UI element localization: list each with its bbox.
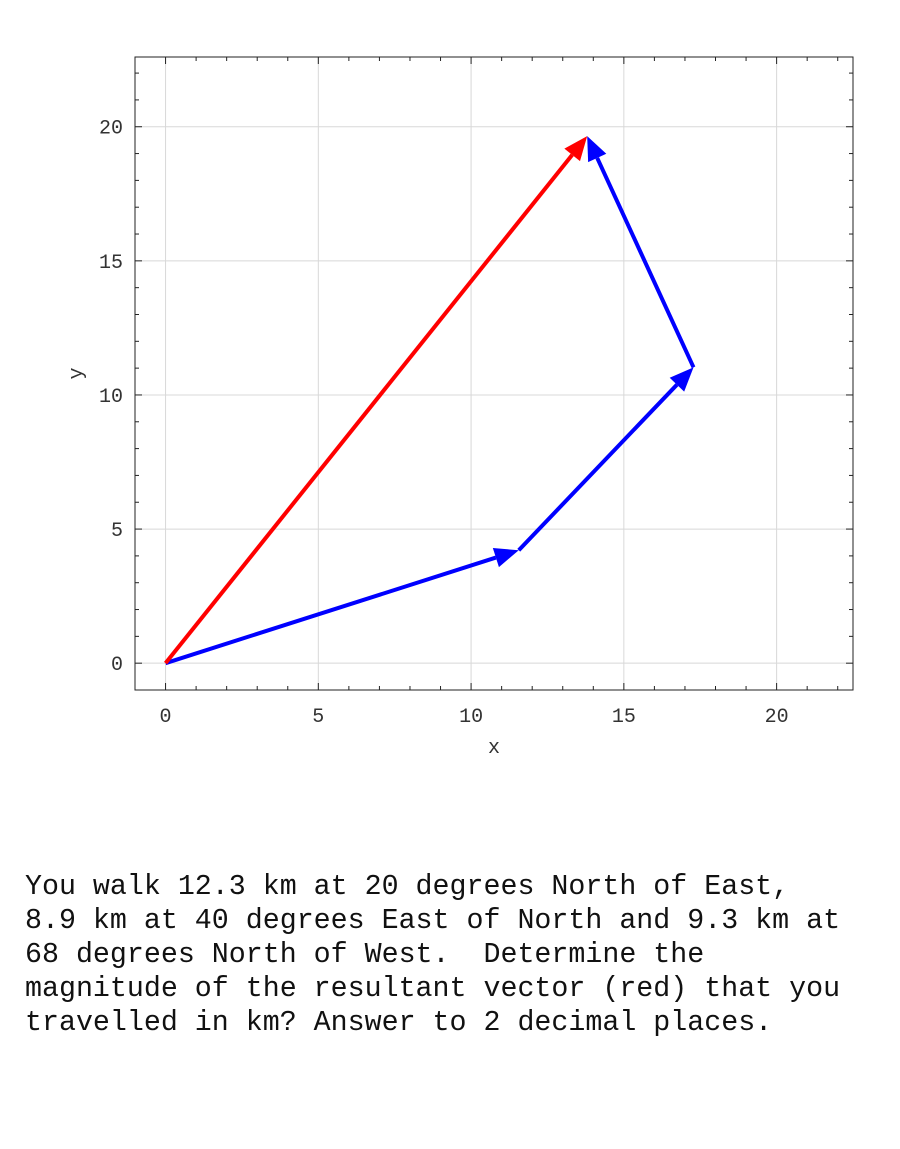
vector-3-arrowhead [587, 136, 607, 163]
y-tick-label: 0 [111, 654, 123, 677]
vector-chart: 0 5 10 15 20 0 5 10 15 20 x y [66, 56, 854, 760]
x-tick-label: 0 [160, 706, 172, 729]
vector-2-shaft [517, 383, 679, 552]
y-tick-label: 5 [111, 520, 123, 543]
x-axis-label: x [488, 737, 500, 760]
vector-3-shaft [595, 157, 696, 369]
vector-4-shaft [163, 153, 574, 665]
vector-2-arrowhead [669, 367, 694, 392]
x-tick-label: 5 [312, 706, 324, 729]
plot-frame [134, 56, 854, 691]
vector-1-arrowhead [492, 548, 519, 568]
vector-1-shaft [164, 555, 497, 666]
x-tick-label: 15 [612, 706, 636, 729]
y-tick-label: 15 [99, 252, 123, 275]
y-tick-label: 20 [99, 118, 123, 141]
y-tick-label: 10 [99, 386, 123, 409]
y-axis-label: y [66, 367, 89, 379]
vector-4-arrowhead [564, 136, 588, 162]
x-tick-label: 10 [459, 706, 483, 729]
question-text: You walk 12.3 km at 20 degrees North of … [25, 871, 841, 1039]
x-tick-label: 20 [765, 706, 789, 729]
